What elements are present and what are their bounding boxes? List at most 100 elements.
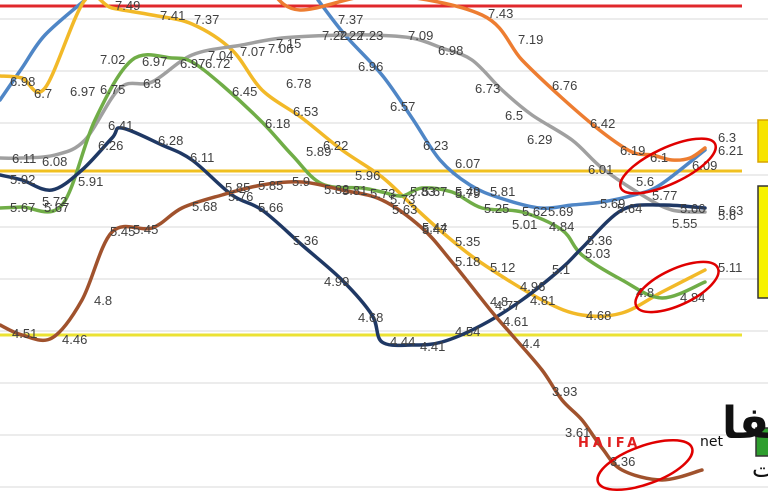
data-label: 3.61	[565, 425, 590, 440]
data-label: 4.51	[12, 326, 37, 341]
data-label: 6.3	[718, 130, 736, 145]
data-label: 5.91	[78, 174, 103, 189]
data-label: 6.72	[205, 56, 230, 71]
data-label: 6.76	[552, 78, 577, 93]
data-label: 3.36	[610, 454, 635, 469]
data-label: 5.64	[617, 201, 642, 216]
data-label: 5.36	[293, 233, 318, 248]
data-label: 6.08	[42, 154, 67, 169]
data-label: 5.66	[258, 200, 283, 215]
data-label: 5.6	[636, 174, 654, 189]
series-line-0-1	[316, 0, 707, 211]
data-label: 6.97	[180, 56, 205, 71]
data-label: 7.49	[115, 0, 140, 13]
data-label: 4.8	[490, 294, 508, 309]
data-label: 6.57	[390, 99, 415, 114]
data-label: 6.01	[588, 162, 613, 177]
data-label: 7.15	[276, 36, 301, 51]
data-label: 5.82	[324, 182, 349, 197]
data-label: 7.22	[322, 28, 347, 43]
data-label: 5.72	[42, 194, 67, 209]
data-label: 6.75	[100, 82, 125, 97]
data-label: 6.8	[143, 76, 161, 91]
series-line-0	[0, 0, 87, 102]
data-label: 5.9	[292, 174, 310, 189]
highlight-ellipse-0	[619, 137, 717, 195]
data-label: 4.77	[495, 298, 520, 313]
data-label: 7.09	[408, 28, 433, 43]
data-label: 6.28	[158, 133, 183, 148]
series-line-6	[276, 0, 707, 162]
data-label: 4.99	[324, 274, 349, 289]
data-label: 6.41	[108, 118, 133, 133]
data-label: 5.85	[258, 178, 283, 193]
data-label: 5.77	[652, 188, 677, 203]
data-label: 5.68	[192, 199, 217, 214]
data-label: 4.8	[94, 293, 112, 308]
data-label: 5.36	[587, 233, 612, 248]
data-label: 6.22	[323, 138, 348, 153]
data-label: 6.97	[142, 54, 167, 69]
series-layer	[0, 0, 707, 482]
data-label: 5.81	[342, 183, 367, 198]
highlight-ellipses	[596, 137, 720, 491]
data-label: 4.54	[455, 324, 480, 339]
data-label: 6.21	[718, 143, 743, 158]
data-label: 6.78	[286, 76, 311, 91]
data-label: 5.35	[455, 234, 480, 249]
data-label: 6.7	[34, 86, 52, 101]
data-label: 4.61	[503, 314, 528, 329]
data-label: 6.96	[358, 59, 383, 74]
data-label: 6.98	[10, 74, 35, 89]
data-label: 6.18	[265, 116, 290, 131]
data-label: 7.22	[338, 28, 363, 43]
data-label: 6.26	[98, 138, 123, 153]
data-label: 5.63	[718, 203, 743, 218]
data-label: 5.44	[422, 220, 447, 235]
highlight-ellipse-2	[596, 439, 694, 491]
data-label: 4.81	[530, 293, 555, 308]
data-label: 4.46	[62, 332, 87, 347]
data-label: 6.45	[232, 84, 257, 99]
data-label: 5.01	[512, 217, 537, 232]
data-label: 5.67	[422, 184, 447, 199]
data-label: 5.69	[600, 196, 625, 211]
data-label: 5.81	[490, 184, 515, 199]
data-label: 5.96	[355, 168, 380, 183]
data-labels: 7.377.226.966.576.236.075.79 5.815.62 5.69…	[10, 0, 743, 469]
data-label: 7.04	[208, 48, 233, 63]
data-label: 7.43	[488, 6, 513, 21]
data-label: 6.97	[70, 84, 95, 99]
data-label: 4.68	[586, 308, 611, 323]
data-label: 6.23	[423, 138, 448, 153]
data-label: 5.79	[455, 186, 480, 201]
data-label: 7.37	[338, 12, 363, 27]
data-label: 7.02	[100, 52, 125, 67]
side-box-2	[755, 427, 768, 457]
data-label: 6.42	[590, 116, 615, 131]
logo-net-text: net	[700, 434, 723, 450]
data-label: 5.1	[552, 262, 570, 277]
data-label: 6.73	[475, 81, 500, 96]
series-line-3	[0, 53, 707, 300]
data-label: 5.49	[455, 184, 480, 199]
data-label: 6.29	[527, 132, 552, 147]
data-label: 5.89	[306, 144, 331, 159]
data-label: 5.76	[228, 189, 253, 204]
data-label: 5.47	[422, 222, 447, 237]
side-box-0	[757, 119, 768, 163]
data-label: 5.92	[10, 172, 35, 187]
series-line-4	[0, 126, 707, 348]
series-line-1	[0, 0, 707, 319]
logo-latin-text: HAIFA	[578, 436, 641, 451]
side-box-1	[757, 185, 768, 299]
data-label: 5.11	[718, 260, 742, 275]
data-label: 5.67	[44, 200, 69, 215]
data-label: 5.63	[392, 202, 417, 217]
data-label: 5.45	[110, 224, 135, 239]
data-label: 4.4	[522, 336, 540, 351]
data-label: 7.41	[160, 8, 185, 23]
data-label: 6.53	[293, 104, 318, 119]
data-label: 5.12	[490, 260, 515, 275]
